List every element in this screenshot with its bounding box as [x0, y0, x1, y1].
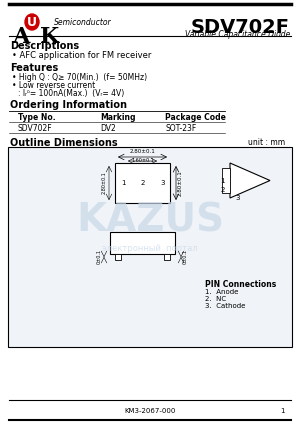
Text: 2.80±0.1: 2.80±0.1 [178, 170, 183, 196]
Text: 1: 1 [220, 178, 225, 184]
Text: Package Code: Package Code [165, 113, 226, 122]
Text: 1.60±0.1: 1.60±0.1 [131, 158, 154, 163]
Text: Marking: Marking [100, 113, 136, 122]
Text: 2.  NC: 2. NC [205, 296, 226, 302]
Text: 3: 3 [235, 195, 239, 201]
Text: PIN Connections: PIN Connections [205, 280, 276, 289]
Text: 3.  Cathode: 3. Cathode [205, 303, 245, 309]
Text: • AFC application for FM receiver: • AFC application for FM receiver [12, 51, 152, 60]
Text: Outline Dimensions: Outline Dimensions [10, 138, 118, 148]
Text: 2.80±0.1: 2.80±0.1 [102, 172, 107, 194]
Text: unit : mm: unit : mm [248, 138, 285, 147]
Text: 0±0.1: 0±0.1 [97, 249, 102, 264]
Text: SDV702F: SDV702F [18, 124, 52, 133]
Ellipse shape [25, 14, 39, 30]
Text: A: A [12, 26, 29, 48]
Text: 1: 1 [121, 180, 125, 186]
Text: 2: 2 [141, 180, 145, 186]
Bar [222, 168, 230, 193]
Text: 2: 2 [220, 187, 225, 193]
Text: U: U [27, 15, 37, 28]
Text: 0±0.1: 0±0.1 [183, 249, 188, 264]
Text: : Iᵣᵟ= 100nA(Max.)  (Vᵣ= 4V): : Iᵣᵟ= 100nA(Max.) (Vᵣ= 4V) [18, 89, 124, 98]
Bar [115, 163, 170, 203]
Text: 1.  Anode: 1. Anode [205, 289, 238, 295]
Text: Variable Capacitance Diode: Variable Capacitance Diode [184, 30, 290, 39]
Text: • High Q : Q≥ 70(Min.)  (f= 50MHz): • High Q : Q≥ 70(Min.) (f= 50MHz) [12, 73, 147, 82]
Text: KAZUS: KAZUS [76, 201, 224, 239]
Text: 2.80±0.1: 2.80±0.1 [130, 149, 155, 154]
Text: Descriptions: Descriptions [10, 41, 79, 51]
Text: Type No.: Type No. [18, 113, 56, 122]
Text: Ordering Information: Ordering Information [10, 100, 127, 110]
Text: SDV702F: SDV702F [191, 18, 290, 37]
Text: • Low reverse current: • Low reverse current [12, 81, 95, 90]
Text: 3: 3 [161, 180, 165, 186]
Text: SOT-23F: SOT-23F [165, 124, 196, 133]
Bar [110, 232, 175, 254]
Text: электронный  портал: электронный портал [102, 244, 198, 252]
Text: Features: Features [10, 63, 58, 73]
Bar [164, 254, 170, 260]
Bar [115, 254, 121, 260]
Text: 1: 1 [280, 408, 285, 414]
Text: DV2: DV2 [100, 124, 116, 133]
Polygon shape [230, 163, 270, 198]
Text: Semiconductor: Semiconductor [54, 17, 112, 26]
Text: K: K [40, 26, 59, 48]
Bar [8, 147, 292, 347]
Text: KM3-2067-000: KM3-2067-000 [124, 408, 176, 414]
